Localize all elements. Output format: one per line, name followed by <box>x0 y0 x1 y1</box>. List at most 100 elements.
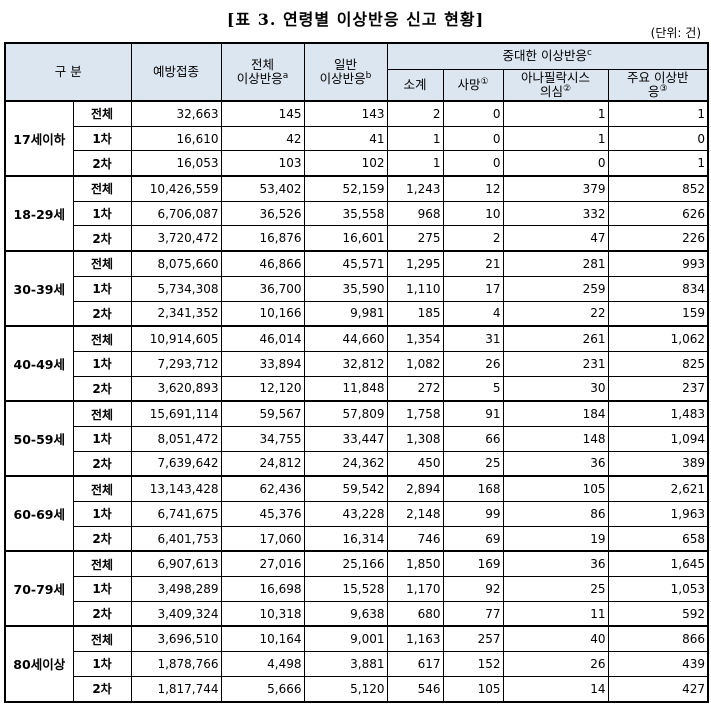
unit-label: (단위: 건) <box>650 26 701 40</box>
header-subtotal: 소계 <box>386 68 444 102</box>
dose-label: 2차 <box>72 675 132 703</box>
header-category: 구 분 <box>4 42 132 102</box>
value-cell: 852 <box>607 175 709 202</box>
value-cell: 1 <box>386 150 444 177</box>
value-cell: 12,120 <box>220 375 305 402</box>
age-group-label: 80세이상 <box>4 625 74 703</box>
value-cell: 10,166 <box>220 300 305 327</box>
value-cell: 92 <box>442 576 504 602</box>
value-cell: 658 <box>607 525 709 552</box>
value-cell: 32,812 <box>303 350 388 377</box>
value-cell: 57,809 <box>303 400 388 427</box>
header-total-ae: 전체 이상반응a <box>220 42 305 102</box>
table-row: 1차 5,734,308 36,700 35,590 1,110 17 259 834 <box>5 275 709 302</box>
value-cell: 617 <box>386 651 444 677</box>
value-cell: 746 <box>386 525 444 552</box>
value-cell: 8,051,472 <box>130 425 222 452</box>
value-cell: 30 <box>502 375 609 402</box>
value-cell: 4 <box>442 300 504 327</box>
value-cell: 866 <box>607 625 709 653</box>
value-cell: 69 <box>442 525 504 552</box>
header-death: 사망① <box>442 68 504 102</box>
value-cell: 1 <box>502 125 609 152</box>
table-row: 80세이상 전체 3,696,510 10,164 9,001 1,163 257 40 866 <box>4 625 709 703</box>
value-cell: 9,001 <box>303 625 388 653</box>
dose-label: 전체 <box>72 475 132 503</box>
value-cell: 3,720,472 <box>130 225 222 252</box>
value-cell: 3,696,510 <box>130 625 222 653</box>
value-cell: 1,062 <box>607 325 709 352</box>
value-cell: 8,075,660 <box>130 250 222 277</box>
value-cell: 102 <box>303 150 388 177</box>
value-cell: 1,163 <box>386 625 444 653</box>
value-cell: 0 <box>442 100 504 127</box>
value-cell: 16,698 <box>220 576 305 602</box>
table-title: [표 3. 연령별 이상반응 신고 현황] <box>226 10 485 29</box>
value-cell: 275 <box>386 225 444 252</box>
value-cell: 34,755 <box>220 425 305 452</box>
value-cell: 2 <box>386 100 444 127</box>
dose-label: 2차 <box>72 300 132 327</box>
value-cell: 450 <box>386 450 444 477</box>
value-cell: 1,308 <box>386 425 444 452</box>
value-cell: 26 <box>502 651 609 677</box>
value-cell: 834 <box>607 275 709 302</box>
value-cell: 10,426,559 <box>130 175 222 202</box>
value-cell: 13,143,428 <box>130 475 222 503</box>
dose-label: 1차 <box>72 576 132 602</box>
value-cell: 427 <box>607 675 709 703</box>
value-cell: 22 <box>502 300 609 327</box>
value-cell: 184 <box>502 400 609 427</box>
value-cell: 257 <box>442 625 504 653</box>
value-cell: 1,758 <box>386 400 444 427</box>
table-row: 70-79세 전체 6,907,613 27,016 25,166 1,850 169 36 1… <box>4 550 709 627</box>
header-general-ae: 일반 이상반응b <box>303 42 388 102</box>
value-cell: 16,876 <box>220 225 305 252</box>
value-cell: 15,691,114 <box>130 400 222 427</box>
value-cell: 36 <box>502 450 609 477</box>
age-group-label: 17세이하 <box>4 100 74 177</box>
dose-label: 2차 <box>72 150 132 177</box>
table-row: 2차 6,401,753 17,060 16,314 746 69 19 658 <box>5 525 709 552</box>
value-cell: 9,981 <box>303 300 388 327</box>
value-cell: 261 <box>502 325 609 352</box>
table-row: 2차 2,341,352 10,166 9,981 185 4 22 159 <box>5 300 709 327</box>
table-row: 1차 1,878,766 4,498 3,881 617 152 26 439 <box>5 651 709 677</box>
age-group-label: 70-79세 <box>4 550 74 627</box>
value-cell: 6,401,753 <box>130 525 222 552</box>
value-cell: 439 <box>607 651 709 677</box>
header-anaphylaxis: 아나필락시스 의심② <box>502 68 609 102</box>
dose-label: 2차 <box>72 225 132 252</box>
value-cell: 33,894 <box>220 350 305 377</box>
value-cell: 226 <box>607 225 709 252</box>
value-cell: 1,878,766 <box>130 651 222 677</box>
table-row: 1차 7,293,712 33,894 32,812 1,082 26 231 825 <box>5 350 709 377</box>
age-group-label: 50-59세 <box>4 400 74 477</box>
value-cell: 231 <box>502 350 609 377</box>
value-cell: 3,881 <box>303 651 388 677</box>
table-row: 2차 3,620,893 12,120 11,848 272 5 30 237 <box>5 375 709 402</box>
value-cell: 11 <box>502 600 609 627</box>
value-cell: 379 <box>502 175 609 202</box>
table-row: 40-49세 전체 10,914,605 46,014 44,660 1,354 31 261… <box>4 325 709 402</box>
value-cell: 2,148 <box>386 501 444 527</box>
value-cell: 41 <box>303 125 388 152</box>
value-cell: 259 <box>502 275 609 302</box>
value-cell: 10,164 <box>220 625 305 653</box>
value-cell: 272 <box>386 375 444 402</box>
value-cell: 332 <box>502 200 609 227</box>
value-cell: 2,894 <box>386 475 444 503</box>
value-cell: 36,526 <box>220 200 305 227</box>
value-cell: 0 <box>442 125 504 152</box>
value-cell: 1 <box>607 150 709 177</box>
value-cell: 35,558 <box>303 200 388 227</box>
value-cell: 62,436 <box>220 475 305 503</box>
value-cell: 52,159 <box>303 175 388 202</box>
value-cell: 145 <box>220 100 305 127</box>
table-row: 18-29세 전체 10,426,559 53,402 52,159 1,243 12 379… <box>4 175 709 252</box>
value-cell: 237 <box>607 375 709 402</box>
value-cell: 33,447 <box>303 425 388 452</box>
value-cell: 1,053 <box>607 576 709 602</box>
value-cell: 36 <box>502 550 609 578</box>
value-cell: 5,120 <box>303 675 388 703</box>
